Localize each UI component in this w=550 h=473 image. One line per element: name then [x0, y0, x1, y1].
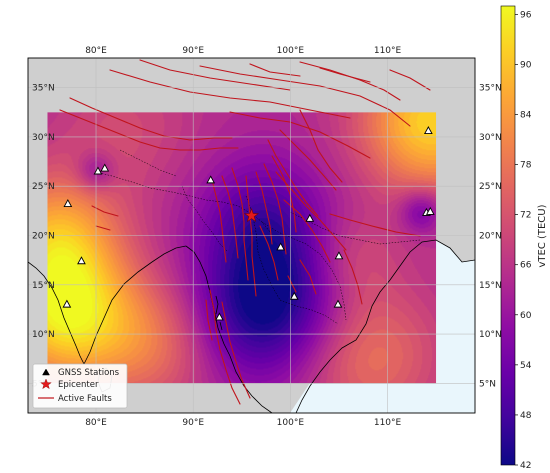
colorbar-tick-label: 90 [520, 60, 532, 70]
lat-tick-label-right: 10°N [479, 330, 502, 340]
lat-tick-label-right: 25°N [479, 182, 502, 192]
fault-vietnam [343, 249, 363, 305]
lat-tick-label-left: 10°N [32, 330, 55, 340]
lon-tick-label-top: 100°E [277, 46, 305, 56]
fault-tibet-1 [109, 69, 351, 119]
fault-tibet-3 [139, 59, 291, 91]
borders-layer [95, 149, 421, 325]
gnss-station-marker [93, 166, 103, 175]
fault-shan-3 [271, 155, 297, 233]
fault-shan-2 [263, 163, 287, 255]
lat-ticks-right: 5°N 10°N 15°N 20°N 25°N 30°N 35°N [479, 84, 502, 390]
epicenter-star [243, 207, 260, 223]
coastline-andaman [215, 295, 223, 331]
lat-tick-label-right: 35°N [479, 84, 502, 94]
lat-tick-label-left: 15°N [32, 281, 55, 291]
lon-tick-label-bottom: 110°E [374, 418, 402, 428]
map-legend: GNSS Stations Epicenter Active Faults [32, 363, 128, 409]
gnss-station-marker [334, 251, 344, 260]
colorbar-label: vTEC (TECU) [537, 204, 548, 267]
coastline-india-east [83, 245, 187, 365]
fault-arakan-2 [221, 175, 239, 259]
fault-shan-4 [283, 199, 331, 263]
gnss-station-marker [63, 199, 73, 207]
fault-sichuan [299, 109, 343, 183]
fault-shan-5 [259, 225, 279, 281]
colorbar-tick-label: 66 [520, 261, 532, 271]
lat-tick-label-right: 20°N [479, 232, 502, 242]
colorbar-tick-label: 42 [520, 461, 531, 471]
lat-tick-label-left: 25°N [32, 182, 55, 192]
gnss-station-marker [62, 299, 72, 308]
colorbar-ticks: 42 48 54 60 66 72 78 84 90 96 [515, 10, 532, 471]
colorbar-tick-label: 60 [520, 311, 532, 321]
lat-tick-label-left: 30°N [32, 133, 55, 143]
gnss-station-marker [215, 312, 224, 321]
fault-indochina [287, 259, 317, 295]
fault-andaman [205, 299, 213, 341]
lat-tick-label-right: 15°N [479, 281, 502, 291]
lon-ticks-top: 80°E 90°E 100°E 110°E [85, 46, 401, 56]
fault-shan-1 [255, 171, 273, 245]
border-lines [95, 149, 421, 325]
colorbar: 42 48 54 60 66 72 78 84 90 96 vTEC (TECU) [500, 5, 548, 471]
lon-tick-label-top: 80°E [85, 46, 107, 56]
coastline-malay [229, 239, 475, 413]
legend-label-epicenter: Epicenter [58, 380, 99, 390]
fault-sumatra-2 [221, 301, 251, 399]
colorbar-tick-label: 72 [520, 211, 531, 221]
gnss-station-marker [289, 291, 299, 300]
fault-tibet-4 [299, 61, 401, 101]
fault-tibet-6 [229, 111, 371, 159]
fault-tibet-5 [249, 63, 431, 91]
map-axes: 80°E 90°E 100°E 110°E 80°E 90°E 100°E 110°E 5°… [27, 46, 502, 428]
colorbar-tick-label: 54 [520, 361, 532, 371]
legend-epicenter-marker [40, 378, 52, 390]
colorbar-tick-label: 84 [520, 110, 532, 120]
gnss-station-marker [276, 242, 286, 251]
fault-tibet-2 [199, 65, 411, 127]
lat-tick-label-right: 5°N [479, 379, 496, 389]
colorbar-ramp [500, 5, 516, 466]
gnss-station-marker [425, 206, 435, 215]
lon-tick-label-top: 90°E [182, 46, 204, 56]
colorbar-tick-label: 96 [520, 10, 532, 20]
legend-label-stations: GNSS Stations [58, 368, 120, 378]
fault-himalaya [59, 109, 239, 151]
coastline-layer [28, 239, 475, 413]
gnss-station-marker [206, 175, 216, 184]
gnss-station-marker [77, 256, 86, 265]
gnss-station-marker [333, 299, 343, 308]
lat-tick-label-left: 20°N [32, 232, 55, 242]
legend-box [32, 363, 128, 409]
grid-layer [28, 58, 475, 413]
map-frame [27, 57, 476, 414]
fault-xianshui [267, 139, 319, 217]
lat-tick-label-right: 30°N [479, 133, 502, 143]
colorbar-tick-label: 48 [520, 411, 532, 421]
gnss-station-marker [423, 126, 433, 135]
fault-redriver [275, 171, 347, 251]
legend-station-marker [42, 368, 50, 376]
fault-arakan-1 [211, 179, 227, 263]
legend-label-faults: Active Faults [58, 394, 112, 404]
lon-tick-label-bottom: 100°E [277, 418, 305, 428]
active-faults-layer [59, 59, 431, 405]
epicenter-layer [243, 207, 260, 223]
lon-tick-label-bottom: 90°E [182, 418, 204, 428]
fault-sumatra [209, 289, 241, 405]
lat-tick-label-left: 35°N [32, 84, 55, 94]
lon-tick-label-bottom: 80°E [85, 418, 107, 428]
vtec-heatmap [47, 112, 437, 384]
fault-south-china [329, 213, 421, 237]
lon-ticks-bottom: 80°E 90°E 100°E 110°E [85, 418, 401, 428]
colorbar-tick-label: 78 [520, 161, 532, 171]
gnss-station-marker [100, 163, 110, 172]
fault-sagaing [245, 175, 257, 297]
gnss-stations-layer [62, 126, 435, 321]
lon-tick-label-top: 110°E [374, 46, 402, 56]
gnss-station-marker [305, 213, 315, 222]
coastline-india-west [28, 261, 85, 365]
